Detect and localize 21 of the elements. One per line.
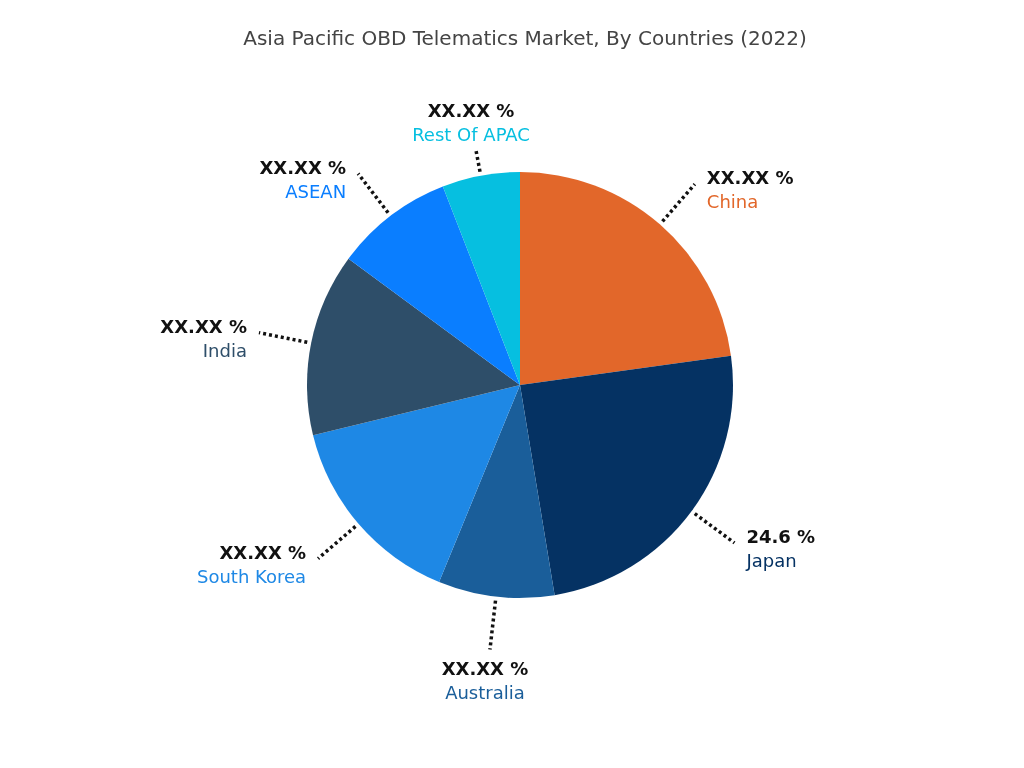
slice-label: Japan <box>745 549 797 571</box>
data-label: XX.XX % <box>441 657 529 679</box>
pie-slice <box>313 385 520 583</box>
chart-title: Asia Pacific OBD Telematics Market, By Countries (2022) <box>243 26 807 50</box>
pie-slice <box>439 385 555 598</box>
slice-label: South Korea <box>197 565 307 587</box>
pie-slice <box>307 258 520 436</box>
pie-slice <box>348 186 520 385</box>
slice-label: ASEAN <box>285 180 347 202</box>
pie-slice <box>442 172 520 385</box>
data-label: XX.XX % <box>160 315 247 337</box>
data-label: XX.XX % <box>427 99 515 121</box>
slice-label: India <box>202 339 247 361</box>
slice-label: Australia <box>445 681 525 703</box>
data-label: 24.6 % <box>746 525 816 547</box>
data-label: XX.XX % <box>259 156 347 178</box>
slice-label: Rest Of APAC <box>412 123 530 145</box>
slice-label: China <box>706 191 759 213</box>
data-label: XX.XX % <box>706 167 794 189</box>
pie-slice <box>520 355 733 596</box>
data-label: XX.XX % <box>219 541 307 563</box>
